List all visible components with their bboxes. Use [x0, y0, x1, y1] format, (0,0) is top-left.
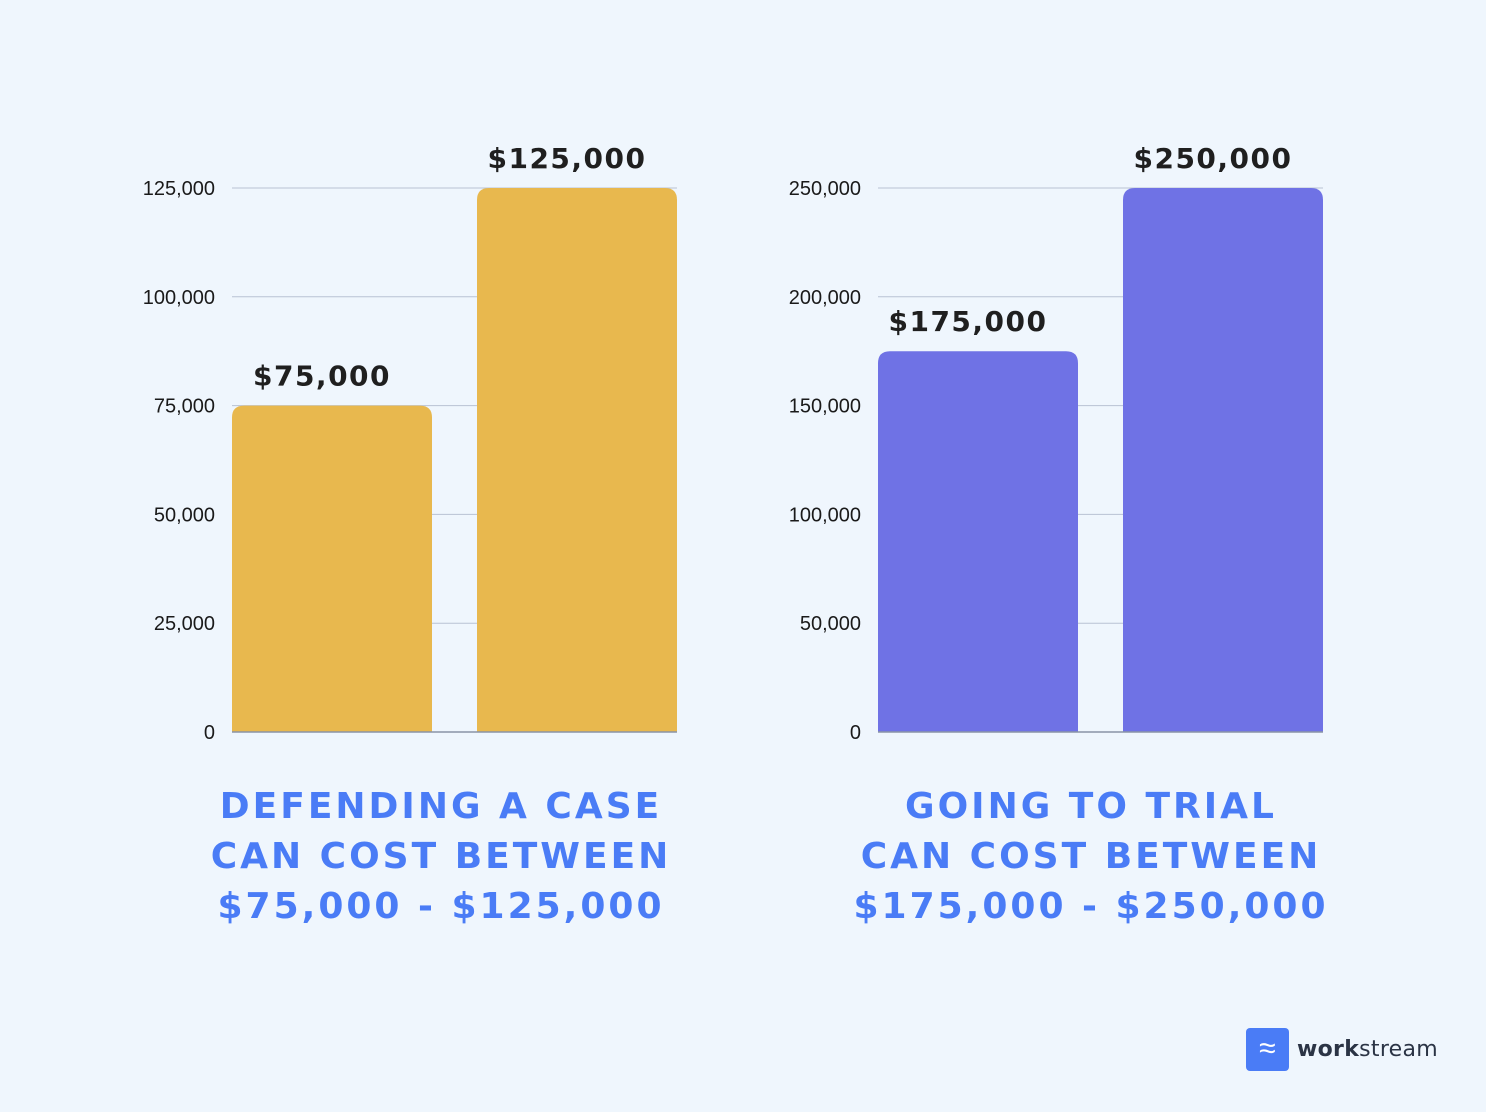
caption-line: GOING TO TRIAL [905, 786, 1277, 827]
waves-icon: ≈ [1246, 1027, 1289, 1071]
bar-data-label: $250,000 [1133, 142, 1292, 175]
caption-line: CAN COST BETWEEN [860, 836, 1322, 877]
y-tick-label: 125,000 [143, 178, 215, 200]
bar [878, 351, 1078, 732]
y-tick-label: 200,000 [789, 287, 861, 309]
caption-line: CAN COST BETWEEN [210, 836, 672, 877]
y-tick-label: 150,000 [789, 396, 861, 418]
chart-defending-case: 0 25,000 50,000 75,000 100,000 125,000 $75,000… [143, 142, 677, 744]
logo-regular: stream [1359, 1036, 1439, 1062]
caption-going-to-trial: GOING TO TRIAL CAN COST BETWEEN $175,000… [791, 782, 1391, 932]
y-tick-label: 50,000 [154, 504, 215, 526]
y-tick-label: 75,000 [154, 396, 215, 418]
y-tick-label: 250,000 [789, 178, 861, 200]
caption-defending-case: DEFENDING A CASE CAN COST BETWEEN $75,00… [141, 782, 741, 932]
caption-line: $75,000 - $125,000 [217, 886, 665, 927]
bar [1123, 188, 1323, 732]
y-tick-label: 0 [204, 722, 215, 744]
workstream-logo: ≈ workstream [1246, 1027, 1438, 1071]
y-tick-label: 50,000 [800, 613, 861, 635]
bar-data-label: $125,000 [487, 142, 646, 175]
bar [477, 188, 677, 732]
chart-going-to-trial: 0 50,000 100,000 150,000 200,000 250,000 $175,… [789, 142, 1323, 744]
logo-text: workstream [1297, 1037, 1438, 1062]
bar [232, 405, 432, 732]
bar-data-label: $75,000 [253, 360, 391, 393]
y-tick-label: 0 [850, 722, 861, 744]
y-tick-label: 100,000 [143, 287, 215, 309]
caption-line: $175,000 - $250,000 [853, 886, 1329, 927]
logo-bold: work [1297, 1036, 1360, 1062]
caption-line: DEFENDING A CASE [219, 786, 663, 827]
bar-data-label: $175,000 [888, 305, 1047, 338]
y-tick-label: 100,000 [789, 504, 861, 526]
y-tick-label: 25,000 [154, 613, 215, 635]
